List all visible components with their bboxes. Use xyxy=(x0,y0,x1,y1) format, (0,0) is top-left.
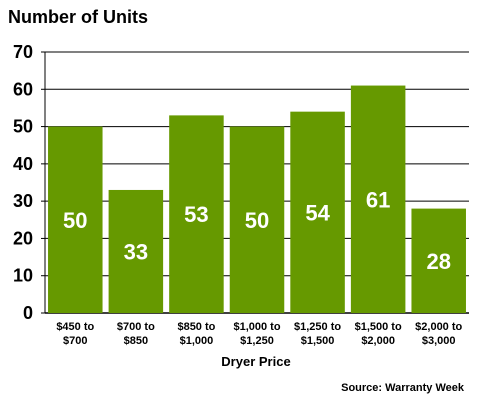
data-label: 54 xyxy=(305,200,330,225)
y-tick-label: 30 xyxy=(13,191,33,211)
x-tick-label: $850 to $1,000 xyxy=(177,321,215,347)
x-tick-label: $2,000 to $3,000 xyxy=(415,321,462,347)
data-label: 53 xyxy=(184,202,208,227)
y-tick-label: 60 xyxy=(13,79,33,99)
bar xyxy=(411,208,466,313)
x-tick-label: $1,500 to $2,000 xyxy=(355,321,402,347)
data-label: 28 xyxy=(426,249,450,274)
x-tick-label: $1,000 to $1,250 xyxy=(233,321,280,347)
data-label: 50 xyxy=(63,208,87,233)
data-label: 33 xyxy=(124,239,148,264)
data-labels: 50 33 53 50 54 61 28 xyxy=(63,187,451,274)
bar xyxy=(229,126,285,313)
x-tick-label: $1,250 to $1,500 xyxy=(294,321,341,347)
x-axis-label: Dryer Price xyxy=(221,354,290,369)
x-tick-label: $450 to $700 xyxy=(56,321,94,347)
y-tick-label: 50 xyxy=(13,117,33,137)
y-tick-label: 20 xyxy=(13,228,33,248)
bar xyxy=(108,189,164,313)
bar xyxy=(169,115,224,313)
source-note: Source: Warranty Week xyxy=(341,382,465,394)
bar xyxy=(350,85,406,313)
bar xyxy=(290,111,345,314)
x-tick-label: $700 to $850 xyxy=(117,321,155,347)
y-tick-label: 40 xyxy=(13,154,33,174)
y-tick-label: 10 xyxy=(13,266,33,286)
bar xyxy=(48,126,103,313)
data-label: 61 xyxy=(366,187,390,212)
x-tick-labels: $450 to $700 $700 to $850 $850 to $1,000 $1,00… xyxy=(56,321,462,347)
y-tick-label: 0 xyxy=(23,303,33,323)
y-tick-labels: 0 10 20 30 40 50 60 70 xyxy=(13,42,33,323)
y-tick-label: 70 xyxy=(13,42,33,62)
data-label: 50 xyxy=(245,208,269,233)
bars xyxy=(48,85,466,314)
chart-title: Number of Units xyxy=(8,7,148,27)
